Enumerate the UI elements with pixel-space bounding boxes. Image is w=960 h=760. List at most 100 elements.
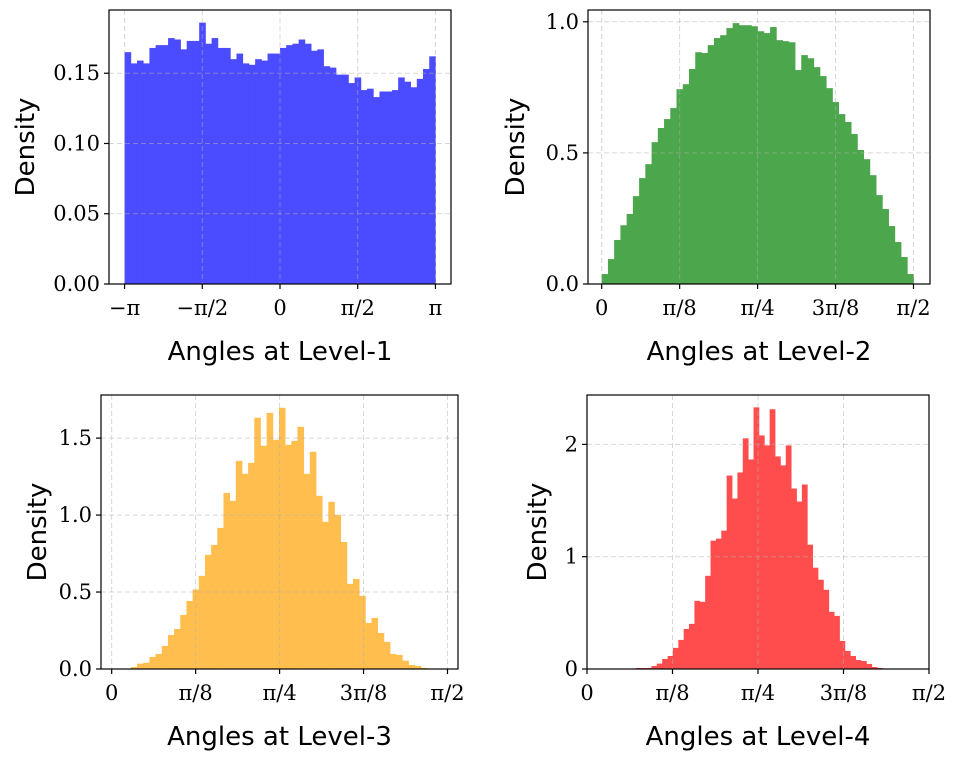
- histogram-bar: [882, 209, 889, 284]
- histogram-bar: [280, 47, 287, 284]
- histogram-bar: [335, 74, 343, 284]
- histogram-bar: [429, 56, 436, 284]
- histogram-bar: [819, 76, 827, 284]
- histogram-bar: [807, 58, 815, 284]
- histogram-bar: [769, 409, 776, 669]
- histogram-bar: [229, 500, 237, 669]
- histogram-bar: [342, 74, 349, 284]
- histogram-bar: [230, 59, 237, 284]
- histogram-bar: [371, 617, 379, 669]
- histogram-bar: [137, 663, 144, 669]
- histogram-bar: [857, 150, 864, 284]
- histogram-bar: [352, 578, 360, 669]
- histogram-bar: [710, 540, 717, 669]
- x-tick-label: 0: [105, 681, 118, 705]
- x-axis-label: Angles at Level-4: [646, 722, 871, 752]
- histogram-bar: [322, 521, 329, 669]
- y-tick-label: 1.5: [59, 426, 92, 450]
- y-tick-label: 0.10: [53, 131, 100, 155]
- histogram-bar: [130, 63, 138, 285]
- histogram-bar: [398, 77, 405, 284]
- x-tick-label: −π/2: [176, 296, 228, 320]
- histogram-bar: [297, 426, 305, 669]
- histogram-bar: [235, 460, 243, 669]
- histogram-bar: [838, 114, 846, 284]
- x-tick-label: −π: [109, 296, 141, 320]
- histogram-bar: [776, 40, 783, 285]
- histogram-bar: [186, 600, 194, 669]
- x-tick-label: π: [429, 296, 443, 320]
- histogram-bar: [303, 473, 311, 669]
- histogram-bar: [180, 49, 188, 284]
- histogram-bar: [683, 628, 690, 669]
- y-tick-label: 0.05: [53, 202, 100, 226]
- histogram-bar: [780, 465, 787, 669]
- histogram-bar: [701, 53, 709, 284]
- histogram-bar: [278, 407, 286, 669]
- histogram-bar: [241, 473, 249, 669]
- histogram-bar: [770, 27, 777, 285]
- histogram-bar: [807, 544, 814, 669]
- histogram-bar: [385, 91, 393, 284]
- histogram-bar: [742, 438, 749, 669]
- histogram-bar: [656, 663, 663, 669]
- histogram-bar: [261, 60, 268, 285]
- y-tick-label: 0.0: [546, 272, 579, 296]
- histogram-bar: [817, 579, 824, 669]
- histogram-bar: [695, 52, 702, 284]
- histogram-bar: [812, 567, 819, 669]
- histogram-bar: [796, 501, 803, 669]
- histogram-bar: [242, 63, 250, 285]
- histogram-bar: [377, 632, 385, 669]
- histogram-bar: [672, 647, 679, 669]
- histogram-bar: [720, 35, 727, 284]
- histogram-bar: [323, 66, 331, 284]
- histogram-bar: [834, 615, 840, 669]
- histogram-bar: [211, 38, 219, 284]
- histogram-bar: [801, 55, 808, 284]
- y-axis-label: Density: [11, 98, 41, 197]
- x-tick-label: π/2: [896, 296, 930, 320]
- x-tick-label: 0: [273, 296, 286, 320]
- histogram-bar: [223, 492, 231, 669]
- histogram-bar: [876, 195, 883, 284]
- histogram-bar: [757, 31, 765, 284]
- histogram-bar: [758, 435, 765, 669]
- histogram-bar: [315, 495, 323, 669]
- histogram-bar: [657, 127, 665, 284]
- histogram-bar: [620, 225, 628, 284]
- histogram-bar: [291, 440, 298, 669]
- histogram-bar: [651, 665, 658, 669]
- histogram-bar: [254, 417, 261, 669]
- histogram-bar: [198, 575, 206, 669]
- histogram-bar: [379, 91, 387, 284]
- histogram-bar: [255, 59, 262, 284]
- histogram-bar: [791, 488, 797, 669]
- histogram-bar: [273, 53, 281, 284]
- y-axis-label: Density: [23, 483, 53, 582]
- histogram-bar: [632, 196, 640, 284]
- histogram-bar: [286, 45, 293, 284]
- histogram-bar: [782, 41, 790, 285]
- histogram-bar: [732, 23, 740, 285]
- histogram-bar: [855, 660, 862, 669]
- histogram-bar: [130, 666, 138, 669]
- panel-4: 0 π/8 π/4 3π/8 π/2 0 1 2 Angles at Level-4 Densit…: [523, 394, 946, 752]
- histogram-bar: [844, 650, 851, 669]
- histogram-bar: [901, 256, 908, 284]
- histogram-bar: [149, 656, 157, 669]
- x-axis-label: Angles at Level-1: [168, 337, 393, 367]
- histogram-bar: [266, 412, 274, 669]
- histogram-bar: [143, 662, 150, 669]
- histogram-bar: [866, 663, 873, 669]
- x-tick-label: 0: [595, 296, 608, 320]
- histogram-bar: [788, 42, 796, 284]
- histogram-bar: [626, 213, 634, 284]
- histogram-bar: [205, 43, 213, 284]
- histogram-bar: [645, 164, 652, 284]
- histogram-bar: [408, 664, 416, 669]
- histogram-bar: [813, 67, 821, 284]
- histogram-bar: [745, 25, 752, 285]
- histogram-bar: [670, 108, 677, 284]
